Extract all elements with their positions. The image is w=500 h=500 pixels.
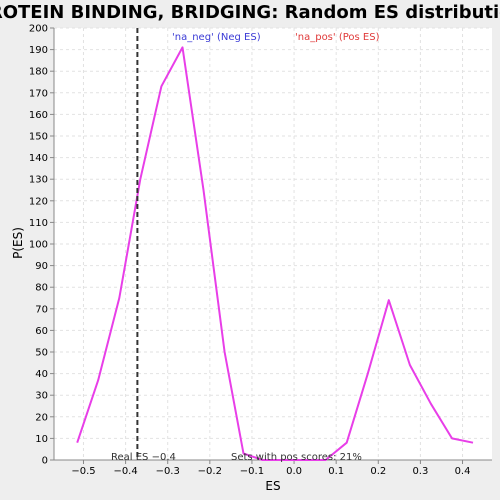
- y-tick-label: 80: [35, 283, 48, 294]
- x-tick-label: 0.1: [328, 466, 344, 477]
- real-es-annotation: Real ES −0.4: [111, 452, 176, 463]
- y-tick-label: 180: [29, 67, 48, 78]
- gridlines: [54, 27, 492, 461]
- y-tick-label: 60: [35, 326, 48, 337]
- y-tick-label: 190: [29, 45, 48, 56]
- es-distribution-line: [76, 46, 474, 461]
- y-tick-label: 30: [35, 391, 48, 402]
- x-axis-label: ES: [265, 479, 280, 493]
- y-tick-label: 40: [35, 369, 48, 380]
- x-tick-label: −0.4: [113, 466, 137, 477]
- y-tick-label: 130: [29, 175, 48, 186]
- tick-marks: 0 10 20 30 40 50 60 70 80 90 100 110 120 130 140 150 160…: [29, 24, 471, 478]
- y-tick-label: 50: [35, 348, 48, 359]
- pos-scores-annotation: Sets with pos scores: 21%: [231, 452, 362, 463]
- y-tick-label: 120: [29, 196, 48, 207]
- y-tick-label: 110: [29, 218, 48, 229]
- x-tick-label: −0.2: [198, 466, 222, 477]
- x-tick-label: 0.3: [412, 466, 428, 477]
- y-tick-label: 200: [29, 24, 48, 35]
- x-tick-label: −0.3: [156, 466, 180, 477]
- x-tick-label: 0.4: [455, 466, 471, 477]
- chart-title: PROTEIN BINDING, BRIDGING: Random ES dis…: [0, 2, 500, 23]
- y-tick-label: 90: [35, 261, 48, 272]
- y-tick-label: 10: [35, 434, 48, 445]
- legend-neg-es: 'na_neg' (Neg ES): [172, 32, 261, 43]
- series-layer: [76, 46, 474, 461]
- x-tick-label: 0.2: [370, 466, 386, 477]
- y-tick-label: 160: [29, 110, 48, 121]
- x-tick-label: −0.5: [71, 466, 95, 477]
- y-tick-label: 0: [42, 456, 48, 467]
- y-tick-label: 150: [29, 132, 48, 143]
- legend-pos-es: 'na_pos' (Pos ES): [295, 32, 380, 43]
- y-tick-label: 20: [35, 412, 48, 423]
- y-tick-label: 170: [29, 88, 48, 99]
- y-tick-label: 140: [29, 153, 48, 164]
- y-tick-label: 100: [29, 240, 48, 251]
- y-axis-label: P(ES): [11, 227, 25, 259]
- x-tick-label: −0.1: [240, 466, 264, 477]
- y-tick-label: 70: [35, 304, 48, 315]
- x-tick-label: 0.0: [286, 466, 302, 477]
